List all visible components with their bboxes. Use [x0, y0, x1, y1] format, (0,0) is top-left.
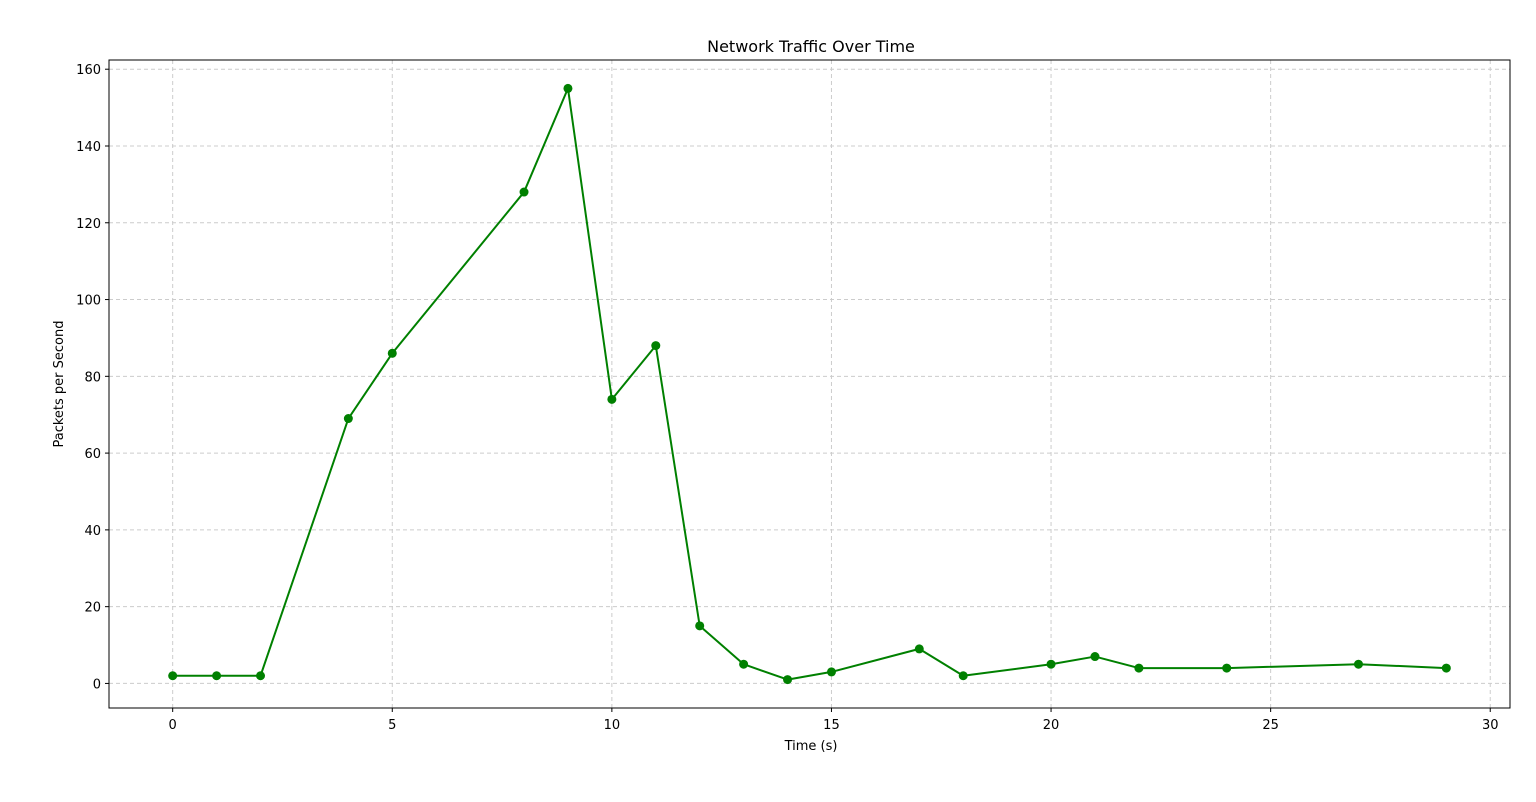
- x-tick-label: 25: [1262, 718, 1279, 733]
- x-tick-label: 10: [604, 718, 621, 733]
- data-point: [1353, 659, 1363, 669]
- data-point: [387, 348, 397, 358]
- x-axis-label: Time (s): [784, 739, 838, 754]
- y-tick-label: 80: [84, 370, 101, 385]
- y-tick-label: 20: [84, 601, 101, 616]
- data-point: [914, 644, 924, 654]
- y-tick-label: 60: [84, 447, 101, 462]
- y-tick-label: 160: [76, 63, 101, 78]
- y-axis-label: Packets per Second: [52, 320, 67, 447]
- data-point: [343, 414, 353, 424]
- data-point: [168, 671, 178, 681]
- data-point: [212, 671, 222, 681]
- data-point: [1046, 659, 1056, 669]
- data-point: [1222, 663, 1232, 673]
- x-tick-label: 20: [1043, 718, 1060, 733]
- y-tick-label: 40: [84, 524, 101, 539]
- y-tick-label: 0: [93, 677, 101, 692]
- x-tick-label: 15: [823, 718, 840, 733]
- data-point: [563, 83, 573, 93]
- data-point: [826, 667, 836, 677]
- data-point: [1134, 663, 1144, 673]
- data-point: [783, 675, 793, 685]
- data-point: [958, 671, 968, 681]
- y-tick-label: 140: [76, 140, 101, 155]
- data-point: [607, 394, 617, 404]
- data-point: [256, 671, 266, 681]
- data-point: [519, 187, 529, 197]
- chart-title: Network Traffic Over Time: [707, 37, 915, 56]
- y-axis-ticks: 0 20 40 60 80 100 120 140 160: [76, 63, 109, 692]
- series-layer: [168, 83, 1451, 685]
- x-tick-label: 30: [1482, 718, 1499, 733]
- data-point: [695, 621, 705, 631]
- x-axis-ticks: 0 5 10 15 20 25 30: [169, 708, 1499, 733]
- x-tick-label: 5: [388, 718, 396, 733]
- data-point: [1441, 663, 1451, 673]
- data-point: [739, 659, 749, 669]
- plot-area-frame: [108, 59, 1511, 709]
- grid: [109, 60, 1510, 708]
- y-tick-label: 120: [76, 217, 101, 232]
- data-point: [1090, 652, 1100, 662]
- data-point: [651, 341, 661, 351]
- y-tick-label: 100: [76, 294, 101, 309]
- x-tick-label: 0: [169, 718, 177, 733]
